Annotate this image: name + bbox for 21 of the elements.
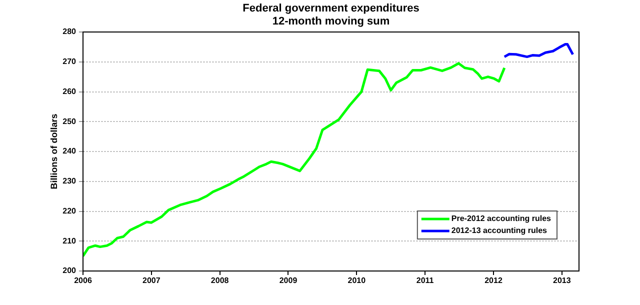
legend-label: Pre-2012 accounting rules (451, 214, 552, 224)
x-tick-label: 2013 (553, 276, 572, 286)
x-tick-label: 2010 (348, 276, 366, 286)
x-tick-label: 2007 (142, 276, 161, 286)
y-tick-label: 270 (62, 57, 77, 66)
x-tick-label: 2009 (279, 276, 298, 286)
x-tick-label: 2008 (210, 276, 230, 286)
y-tick-label: 220 (62, 206, 77, 216)
x-tick-label: 2011 (416, 276, 434, 286)
y-tick-label: 200 (62, 266, 77, 276)
y-tick-label: 210 (62, 236, 77, 246)
legend-label: 2012-13 accounting rules (451, 226, 548, 236)
x-tick-label: 2012 (484, 276, 503, 286)
y-tick-label: 250 (62, 116, 77, 126)
y-tick-label: 280 (62, 27, 77, 36)
chart-title: Federal government expenditures 12-month moving sum (242, 2, 420, 28)
x-tick-label: 2006 (74, 276, 92, 286)
y-tick-label: 260 (62, 86, 77, 96)
y-axis-title: Billions of dollars (48, 114, 59, 190)
y-tick-label: 230 (62, 176, 77, 186)
y-tick-label: 240 (62, 146, 77, 156)
